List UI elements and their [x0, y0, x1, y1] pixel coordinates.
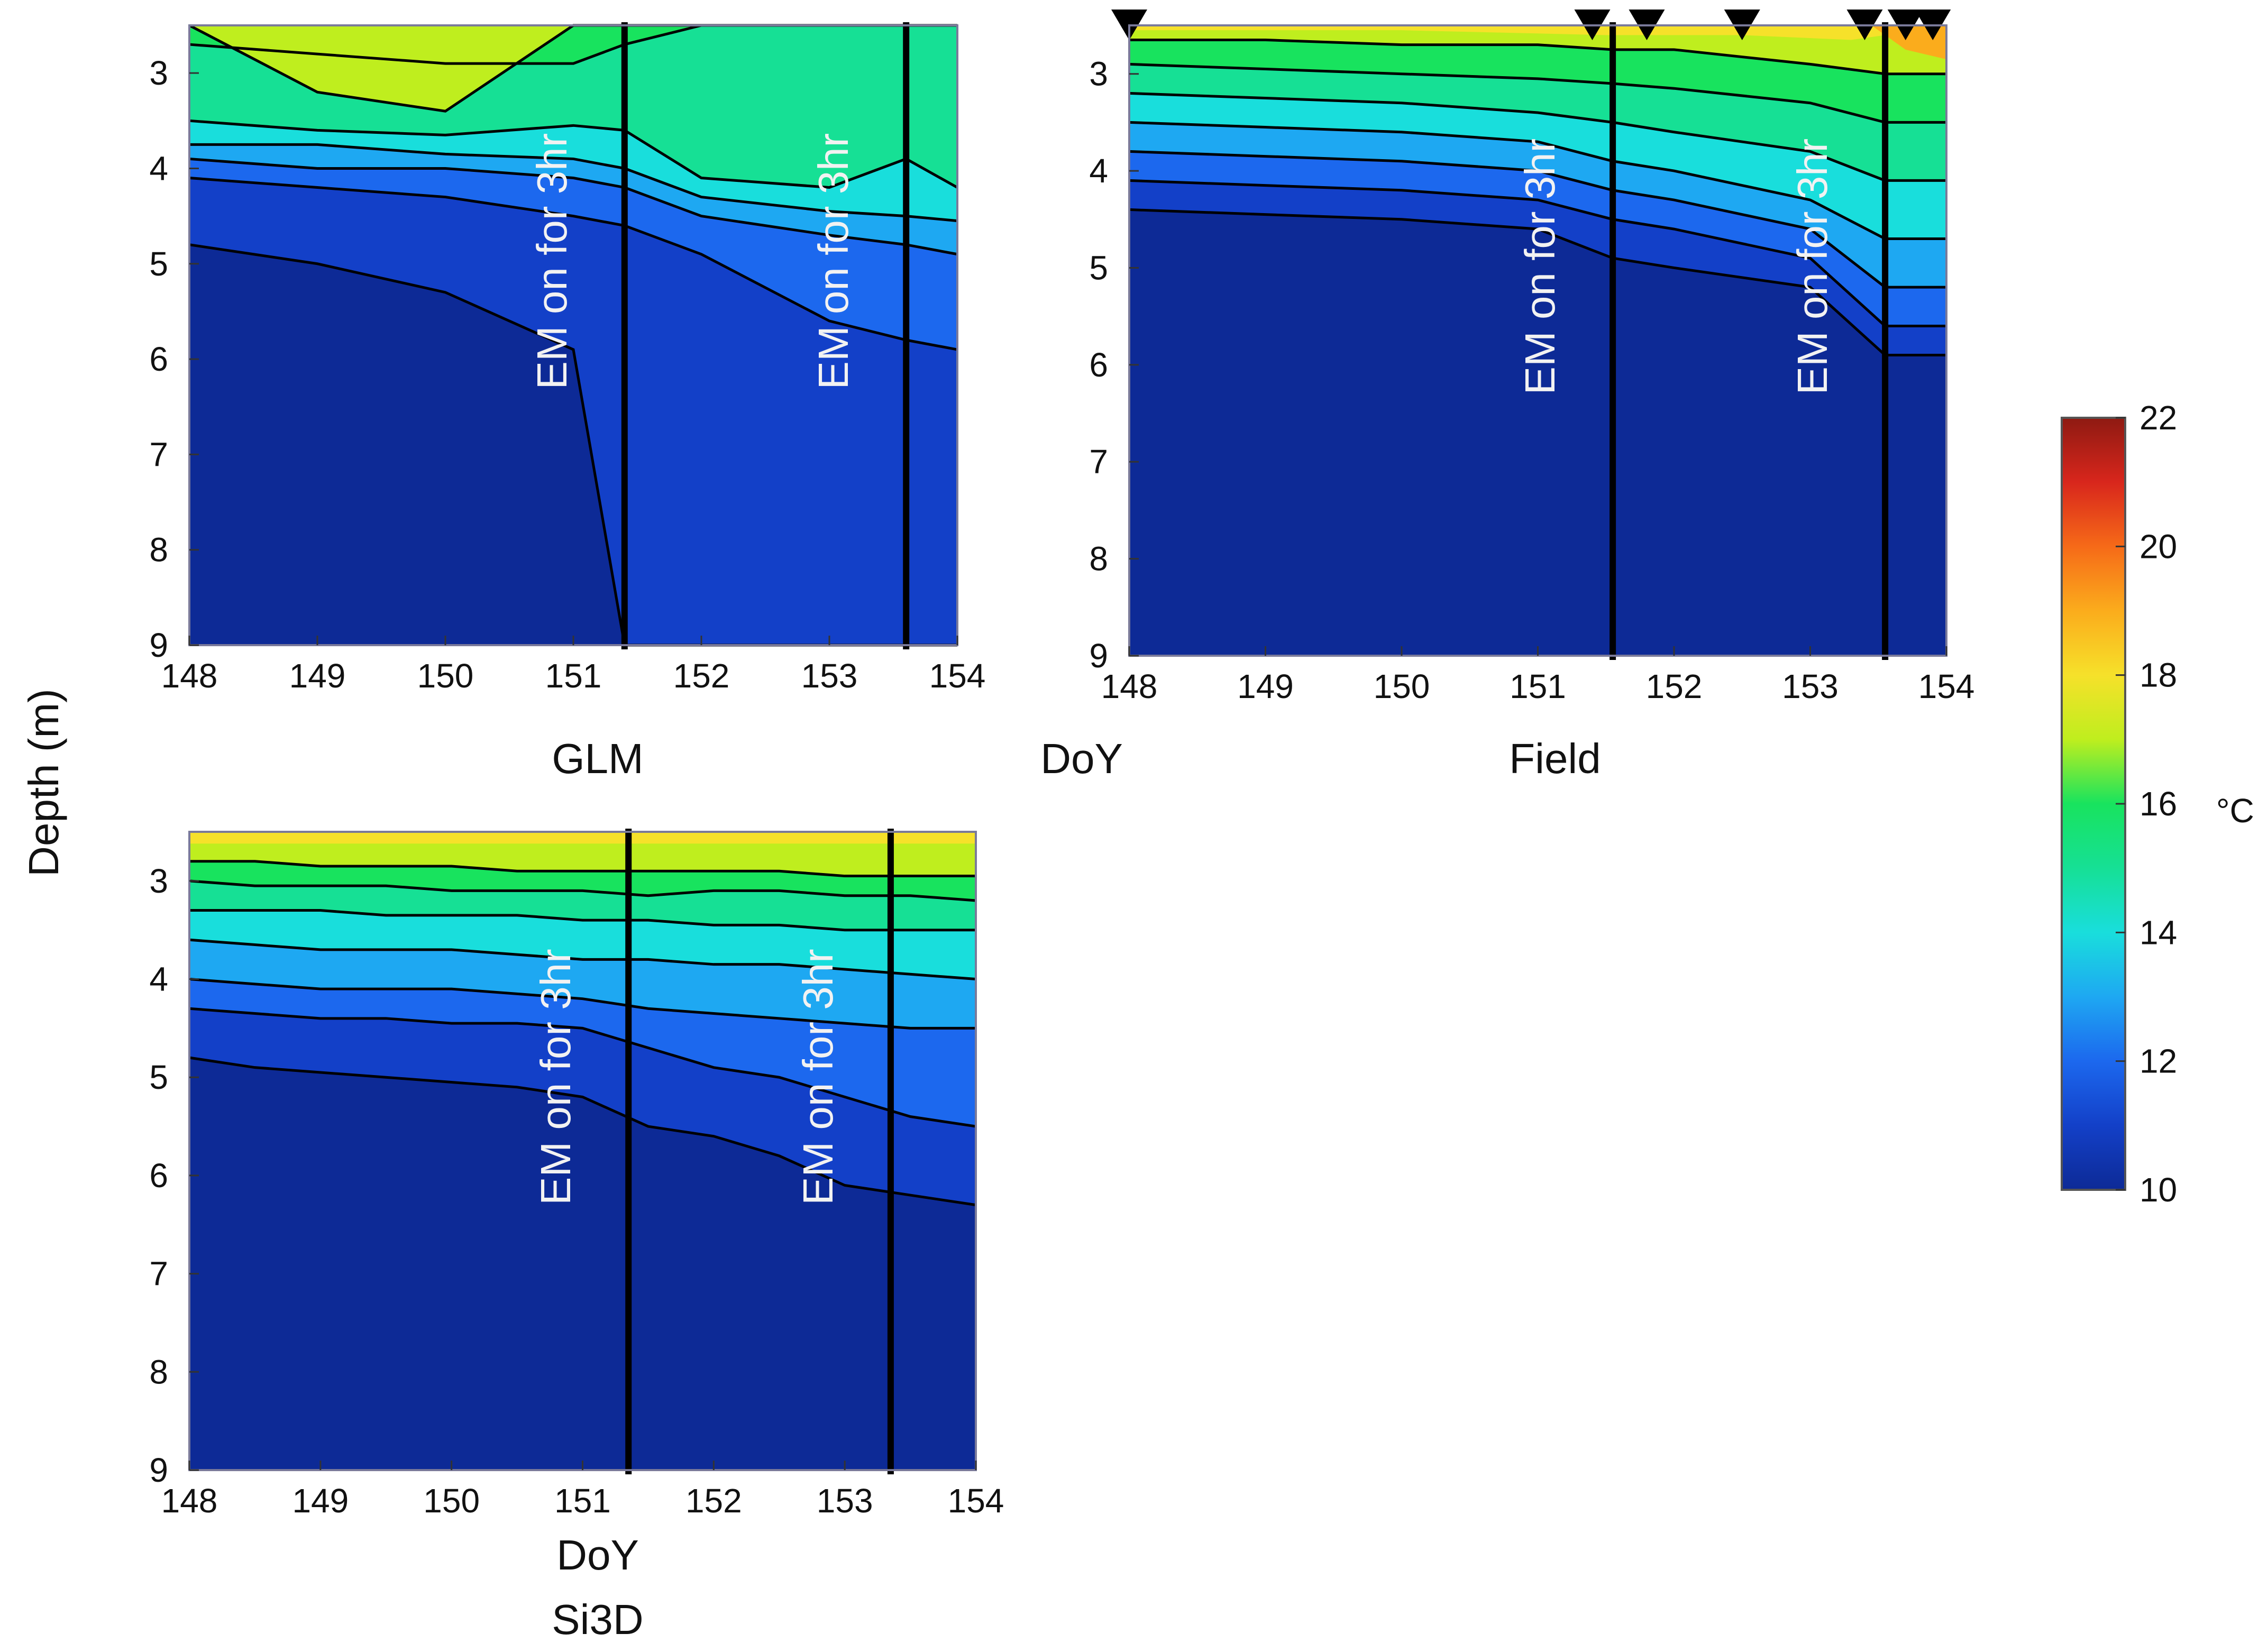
field-y-ticks: 3 4 5 6 7 8 9 [1089, 55, 1139, 675]
field-em-label-1: EM on for 3hr [1516, 139, 1563, 395]
glm-xtick-label: 153 [801, 657, 858, 695]
field-x-ticks: 148 149 150 151 152 153 154 [1101, 646, 1975, 705]
glm-xtick-label: 149 [289, 657, 346, 695]
glm-ytick-label: 8 [149, 531, 168, 569]
panel-glm: EM on for 3hr EM on for 3hr 148 149 150 151 1… [149, 22, 985, 782]
field-em-markers: EM on for 3hr EM on for 3hr [1516, 22, 1889, 660]
si3d-x-ticks: 148 149 150 151 152 153 154 [161, 1461, 1004, 1520]
si3d-isotherm-17 [189, 860, 976, 878]
si3d-title: Si3D [552, 1596, 643, 1643]
si3d-xtick-label: 152 [685, 1482, 742, 1520]
glm-ytick-label: 4 [149, 149, 168, 187]
si3d-isotherm-13 [189, 978, 976, 1030]
glm-xtick-label: 148 [161, 657, 218, 695]
glm-xtick-label: 152 [673, 657, 730, 695]
si3d-isotherm-14 [189, 938, 976, 981]
colorbar-tick-label: 16 [2139, 785, 2177, 823]
si3d-isotherm-12 [189, 1007, 976, 1128]
panel-si3d: EM on for 3hr EM on for 3hr 148 149 150 151 1… [149, 829, 1004, 1643]
glm-em-label-1: EM on for 3hr [528, 133, 575, 390]
colorbar-ticks: 22 20 18 16 14 12 10 [2116, 399, 2177, 1209]
glm-y-ticks: 3 4 5 6 7 8 9 [149, 54, 199, 664]
field-xtick-label: 149 [1237, 667, 1294, 705]
colorbar: 22 20 18 16 14 12 10 °C [2061, 399, 2254, 1209]
field-em-label-2: EM on for 3hr [1789, 139, 1836, 395]
si3d-isotherm-15 [189, 909, 976, 932]
glm-ytick-label: 9 [149, 626, 168, 664]
field-xtick-label: 153 [1782, 667, 1839, 705]
field-ytick-label: 8 [1089, 540, 1108, 578]
glm-em-label-2: EM on for 3hr [810, 133, 857, 390]
si3d-xtick-label: 153 [817, 1482, 873, 1520]
field-xtick-label: 154 [1918, 667, 1975, 705]
colorbar-tick-label: 10 [2139, 1171, 2177, 1209]
glm-xtick-label: 151 [545, 657, 602, 695]
glm-ytick-label: 3 [149, 54, 168, 92]
si3d-ytick-label: 8 [149, 1353, 168, 1391]
si3d-isotherm-16 [189, 879, 976, 902]
field-ytick-label: 3 [1089, 55, 1108, 93]
glm-band-17 [189, 25, 957, 112]
si3d-y-ticks: 3 4 5 6 7 8 9 [149, 862, 199, 1489]
si3d-xtick-label: 149 [292, 1482, 349, 1520]
si3d-ytick-label: 7 [149, 1255, 168, 1293]
colorbar-gradient [2061, 417, 2126, 1191]
colorbar-tick-label: 22 [2139, 399, 2177, 437]
si3d-em-label-1: EM on for 3hr [532, 949, 579, 1205]
si3d-ytick-label: 9 [149, 1451, 168, 1489]
si3d-ytick-label: 3 [149, 862, 168, 900]
colorbar-tick-label: 20 [2139, 527, 2177, 565]
glm-ytick-label: 6 [149, 340, 168, 378]
y-axis-label: Depth (m) [20, 689, 67, 877]
glm-xtick-label: 154 [929, 657, 986, 695]
si3d-band-18 [189, 832, 976, 844]
si3d-em-label-2: EM on for 3hr [794, 949, 842, 1205]
glm-ytick-label: 5 [149, 245, 168, 283]
si3d-xtick-label: 154 [948, 1482, 1004, 1520]
field-ytick-label: 7 [1089, 443, 1108, 481]
field-ytick-label: 6 [1089, 346, 1108, 384]
field-ytick-label: 9 [1089, 637, 1108, 675]
glm-x-ticks: 148 149 150 151 152 153 154 [161, 636, 986, 695]
field-xtick-label: 152 [1646, 667, 1703, 705]
si3d-xlabel: DoY [556, 1531, 639, 1578]
glm-xtick-label: 150 [417, 657, 474, 695]
field-ytick-label: 5 [1089, 249, 1108, 287]
glm-contour-fill [189, 25, 957, 645]
si3d-ytick-label: 6 [149, 1157, 168, 1195]
si3d-xtick-label: 151 [554, 1482, 611, 1520]
glm-ytick-label: 7 [149, 435, 168, 473]
si3d-em-markers: EM on for 3hr EM on for 3hr [532, 829, 894, 1474]
si3d-xtick-label: 150 [423, 1482, 480, 1520]
glm-em-markers: EM on for 3hr EM on for 3hr [528, 22, 910, 649]
si3d-xtick-label: 148 [161, 1482, 218, 1520]
si3d-isotherm-11 [189, 1056, 976, 1207]
field-band-19 [1871, 25, 1946, 60]
si3d-ytick-label: 5 [149, 1058, 168, 1096]
shared-x-label: DoY [1040, 735, 1123, 782]
si3d-ytick-label: 4 [149, 960, 168, 998]
colorbar-tick-label: 12 [2139, 1042, 2177, 1080]
field-contour-fill [1129, 25, 1946, 656]
si3d-contour-fill [189, 832, 976, 1470]
panel-field: EM on for 3hr EM on for 3hr 148 149 150 151 1… [1089, 10, 1974, 782]
colorbar-tick-label: 14 [2139, 913, 2177, 951]
field-xtick-label: 148 [1101, 667, 1158, 705]
glm-title: GLM [552, 735, 643, 782]
si3d-isotherm-lines [189, 860, 976, 1207]
field-title: Field [1509, 735, 1601, 782]
colorbar-unit: °C [2216, 792, 2254, 830]
colorbar-tick-label: 18 [2139, 656, 2177, 694]
field-xtick-label: 150 [1374, 667, 1430, 705]
field-xtick-label: 151 [1510, 667, 1566, 705]
field-ytick-label: 4 [1089, 152, 1108, 190]
